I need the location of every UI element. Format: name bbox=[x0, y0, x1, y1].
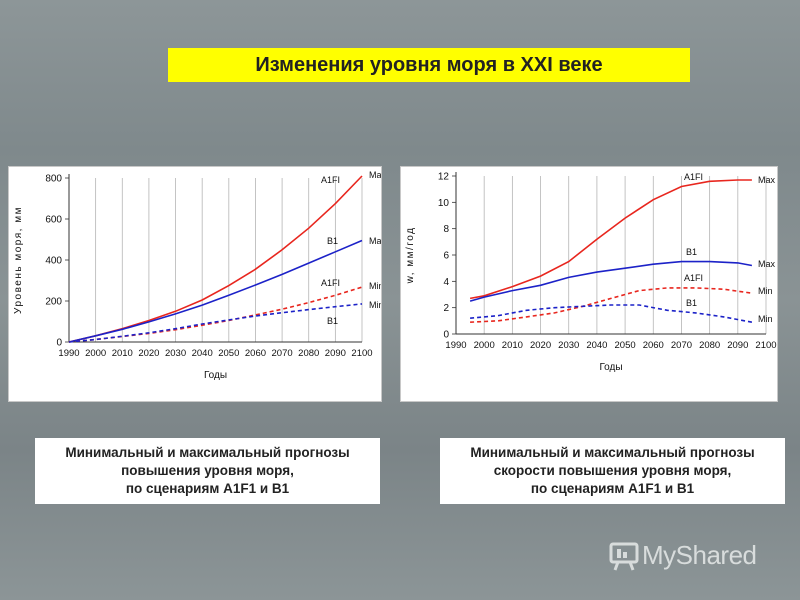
sea-level-rate-chart: 1990 2000 2010 2020 2030 2040 2050 2060 2070 2080… bbox=[405, 172, 777, 374]
sea-level-rate-chart-panel: 1990 2000 2010 2020 2030 2040 2050 2060 2070 2080… bbox=[400, 166, 778, 402]
x-axis-label: Годы bbox=[599, 362, 622, 373]
series-line bbox=[470, 304, 753, 323]
series-name-label: A1FI bbox=[684, 273, 703, 283]
series-line bbox=[68, 303, 363, 343]
series-line bbox=[68, 286, 363, 343]
series-line bbox=[68, 239, 363, 343]
series-name-label: B1 bbox=[327, 236, 338, 246]
x-tick-label: 2040 bbox=[586, 340, 607, 351]
x-tick-label: 2070 bbox=[272, 348, 293, 359]
series-tag-label: Max bbox=[758, 175, 776, 185]
series-line bbox=[469, 260, 753, 302]
sea-level-chart-panel: 1990 2000 2010 2020 2030 2040 2050 2060 2070 2080… bbox=[8, 166, 382, 402]
series-line bbox=[470, 287, 753, 323]
y-tick-label: 10 bbox=[438, 198, 450, 209]
x-tick-label: 2060 bbox=[245, 348, 266, 359]
series-tag-label: Min bbox=[369, 300, 381, 310]
x-tick-label: 2010 bbox=[502, 340, 523, 351]
series-tag-label: Max bbox=[369, 170, 381, 180]
y-tick-label: 200 bbox=[45, 297, 62, 308]
series-name-label: A1FI bbox=[684, 172, 703, 182]
x-tick-label: 2020 bbox=[530, 340, 551, 351]
x-tick-label: 2030 bbox=[558, 340, 579, 351]
series-name-label: A1FI bbox=[321, 175, 340, 185]
y-tick-label: 4 bbox=[443, 277, 449, 288]
y-tick-label: 6 bbox=[443, 251, 449, 262]
x-tick-label: 2080 bbox=[699, 340, 720, 351]
series-line bbox=[469, 179, 752, 300]
y-tick-label: 600 bbox=[45, 215, 62, 226]
y-tick-label: 400 bbox=[45, 256, 62, 267]
y-axis-label: Уровень моря, мм bbox=[13, 206, 24, 314]
x-tick-label: 2050 bbox=[615, 340, 636, 351]
x-tick-label: 2010 bbox=[112, 348, 133, 359]
watermark: MyShared bbox=[608, 538, 757, 572]
x-tick-label: 2100 bbox=[351, 348, 372, 359]
sea-level-chart-caption: Минимальный и максимальный прогнозы повы… bbox=[35, 438, 380, 504]
x-tick-label: 2000 bbox=[85, 348, 106, 359]
caption-line: по сценариям А1F1 и В1 bbox=[530, 481, 695, 496]
presentation-board-icon bbox=[609, 542, 639, 571]
series-name-label: B1 bbox=[686, 298, 697, 308]
x-tick-label: 2070 bbox=[671, 340, 692, 351]
series-tag-label: Max bbox=[369, 236, 381, 246]
caption-line: скорости повышения уровня моря, bbox=[493, 463, 732, 478]
y-tick-label: 0 bbox=[56, 338, 62, 349]
series-tag-label: Max bbox=[758, 259, 776, 269]
x-tick-label: 2030 bbox=[165, 348, 186, 359]
x-tick-label: 2050 bbox=[218, 348, 239, 359]
caption-line: Минимальный и максимальный прогнозы bbox=[470, 445, 755, 460]
x-tick-label: 2100 bbox=[755, 340, 776, 351]
y-axis-label: w, мм/год bbox=[405, 227, 416, 285]
y-tick-label: 2 bbox=[443, 303, 449, 314]
caption-line: по сценариям А1F1 и В1 bbox=[125, 481, 290, 496]
caption-line: Минимальный и максимальный прогнозы bbox=[65, 445, 350, 460]
series-name-label: B1 bbox=[686, 247, 697, 257]
sea-level-rate-chart-caption: Минимальный и максимальный прогнозы скор… bbox=[440, 438, 785, 504]
sea-level-chart: 1990 2000 2010 2020 2030 2040 2050 2060 2070 2080… bbox=[13, 170, 381, 381]
series-name-label: A1FI bbox=[321, 278, 340, 288]
x-tick-label: 2090 bbox=[325, 348, 346, 359]
series-name-label: B1 bbox=[327, 316, 338, 326]
caption-line: повышения уровня моря, bbox=[121, 463, 294, 478]
x-tick-label: 2020 bbox=[138, 348, 159, 359]
y-tick-label: 0 bbox=[443, 330, 449, 341]
slide-title: Изменения уровня моря в XXI веке bbox=[168, 48, 690, 82]
x-tick-label: 2080 bbox=[298, 348, 319, 359]
x-axis-label: Годы bbox=[204, 370, 227, 381]
slide-title-text: Изменения уровня моря в XXI веке bbox=[255, 53, 603, 76]
x-tick-label: 2090 bbox=[727, 340, 748, 351]
x-tick-label: 1990 bbox=[445, 340, 466, 351]
x-tick-label: 2040 bbox=[192, 348, 213, 359]
series-tag-label: Min bbox=[369, 281, 381, 291]
x-tick-label: 1990 bbox=[58, 348, 79, 359]
x-tick-label: 2000 bbox=[474, 340, 495, 351]
x-tick-label: 2060 bbox=[643, 340, 664, 351]
series-tag-label: Min bbox=[758, 314, 773, 324]
y-tick-label: 8 bbox=[443, 224, 449, 235]
y-tick-label: 800 bbox=[45, 174, 62, 185]
watermark-text: MyShared bbox=[642, 539, 757, 570]
series-tag-label: Min bbox=[758, 286, 773, 296]
y-tick-label: 12 bbox=[438, 172, 450, 183]
